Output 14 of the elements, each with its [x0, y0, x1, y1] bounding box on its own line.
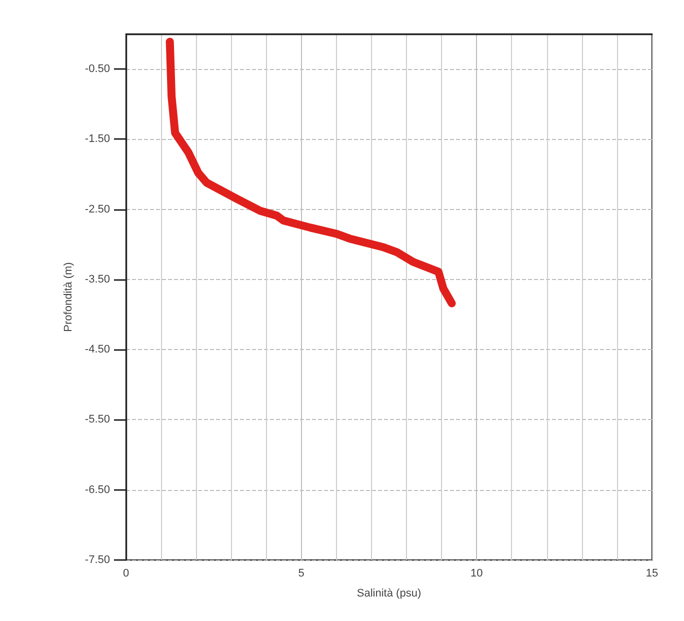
y-axis-title: Profondità (m) — [62, 262, 74, 332]
y-tick-label: -6.50 — [84, 484, 110, 496]
x-tick-label: 10 — [470, 568, 483, 580]
y-tick-label: -4.50 — [84, 344, 110, 356]
y-tick-label: -1.50 — [84, 133, 110, 146]
x-tick-label: 5 — [298, 568, 304, 580]
y-tick-label: -7.50 — [84, 554, 110, 566]
y-tick-label: -5.50 — [84, 414, 110, 426]
x-tick-label: 0 — [122, 568, 130, 580]
x-tick-label: 15 — [646, 568, 658, 580]
x-axis-title: Salinità (psu) — [356, 588, 422, 600]
y-tick-label: -3.50 — [84, 273, 110, 286]
y-tick-label: -0.50 — [84, 63, 110, 76]
y-tick-label: -2.50 — [84, 203, 110, 216]
